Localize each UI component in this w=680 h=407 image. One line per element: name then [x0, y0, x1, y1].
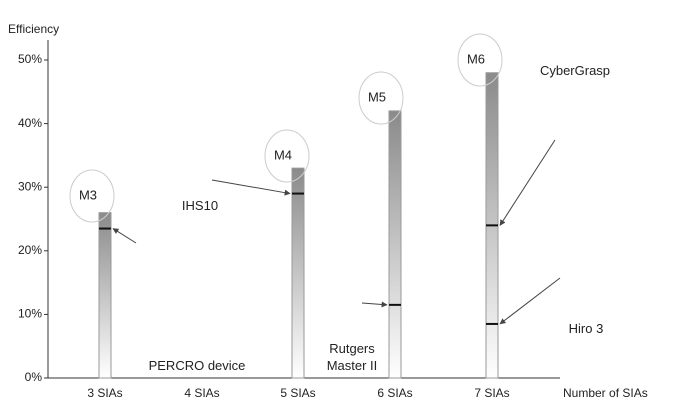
- device-label-line: Rutgers: [329, 341, 375, 356]
- y-tick-label: 50%: [18, 52, 42, 66]
- device-label: Hiro 3: [569, 321, 604, 336]
- pointer-arrow: [362, 303, 387, 305]
- y-tick-label: 40%: [18, 116, 42, 130]
- device-label: Rutgers Master II: [327, 341, 378, 373]
- x-tick-label: 6 SIAs: [377, 386, 412, 400]
- device-label: PERCRO device: [149, 358, 246, 373]
- device-label-line: PERCRO device: [149, 358, 246, 373]
- bar: [292, 168, 304, 378]
- y-tick-label: 10%: [18, 307, 42, 321]
- y-tick-label: 20%: [18, 243, 42, 257]
- pointer-arrow: [500, 278, 560, 324]
- x-tick-label: 4 SIAs: [184, 386, 219, 400]
- hand-label: M4: [274, 147, 292, 162]
- x-axis-label: Number of SIAs: [563, 386, 648, 400]
- hand-label: M3: [79, 187, 97, 202]
- y-axis-label: Efficiency: [8, 22, 59, 36]
- x-tick-label: 7 SIAs: [474, 386, 509, 400]
- bar: [389, 111, 401, 378]
- device-label: CyberGrasp: [540, 63, 610, 78]
- pointer-arrow: [500, 140, 555, 225]
- device-label-line: Hiro 3: [569, 321, 604, 336]
- hand-label: M5: [368, 89, 386, 104]
- device-label-line: CyberGrasp: [540, 63, 610, 78]
- hand-label: M6: [467, 51, 485, 66]
- device-label-line: Master II: [327, 358, 378, 373]
- y-tick-label: 30%: [18, 179, 42, 193]
- device-label-line: IHS10: [182, 198, 218, 213]
- device-label: IHS10: [182, 198, 218, 213]
- y-tick-label: 0%: [25, 370, 43, 384]
- x-tick-label: 3 SIAs: [87, 386, 122, 400]
- pointer-arrow: [113, 229, 136, 243]
- bar: [99, 213, 111, 378]
- chart: Efficiency Number of SIAs 0% 10% 20% 30% 40%…: [0, 0, 680, 407]
- x-tick-label: 5 SIAs: [280, 386, 315, 400]
- pointer-arrow: [212, 180, 290, 194]
